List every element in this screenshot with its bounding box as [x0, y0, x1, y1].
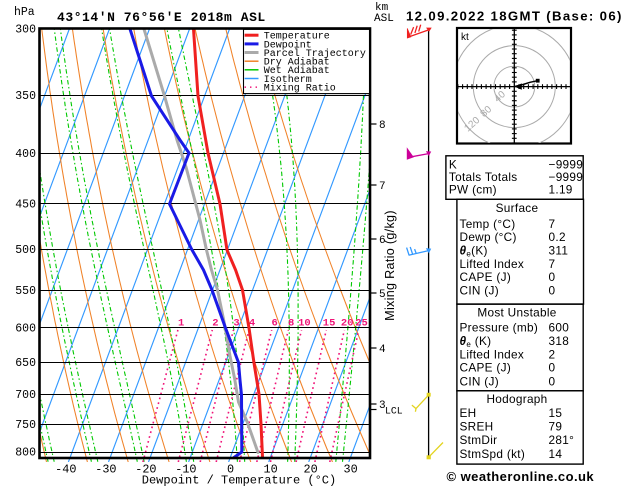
svg-text:−9999: −9999	[549, 158, 584, 172]
svg-text:600: 600	[549, 320, 570, 334]
svg-text:311: 311	[549, 244, 569, 258]
svg-text:0: 0	[227, 463, 234, 477]
svg-text:Lifted Index: Lifted Index	[460, 257, 525, 271]
svg-text:500: 500	[15, 244, 36, 257]
svg-text:20: 20	[304, 463, 318, 477]
svg-text:300: 300	[15, 24, 36, 37]
svg-text:800: 800	[15, 447, 36, 460]
svg-text:700: 700	[15, 389, 36, 402]
svg-text:Mixing Ratio (g/kg): Mixing Ratio (g/kg)	[383, 210, 397, 321]
svg-text:4: 4	[379, 344, 386, 356]
svg-text:15: 15	[549, 406, 563, 420]
svg-text:7: 7	[549, 217, 556, 231]
svg-text:4: 4	[249, 318, 255, 330]
svg-text:CAPE (J): CAPE (J)	[460, 361, 512, 375]
svg-text:650: 650	[15, 357, 36, 370]
svg-text:km: km	[375, 2, 389, 14]
svg-text:1.19: 1.19	[549, 182, 573, 196]
svg-text:hPa: hPa	[14, 6, 35, 19]
svg-text:12.09.2022 18GMT (Base: 06): 12.09.2022 18GMT (Base: 06)	[406, 9, 623, 24]
svg-text:0: 0	[549, 270, 556, 284]
svg-text:CAPE (J): CAPE (J)	[460, 270, 512, 284]
svg-text:-10: -10	[175, 463, 196, 477]
svg-text:Pressure (mb): Pressure (mb)	[460, 320, 539, 334]
svg-text:Dewpoint / Temperature (°C): Dewpoint / Temperature (°C)	[142, 474, 336, 487]
svg-text:Temperature: Temperature	[264, 32, 330, 43]
svg-text:EH: EH	[460, 406, 477, 420]
svg-text:Lifted Index: Lifted Index	[460, 347, 525, 361]
svg-text:Dewp (°C): Dewp (°C)	[460, 230, 517, 244]
svg-text:281°: 281°	[549, 433, 575, 447]
svg-text:Totals Totals: Totals Totals	[449, 170, 518, 184]
svg-text:θe(K): θe(K)	[460, 244, 488, 259]
svg-text:550: 550	[15, 285, 36, 298]
svg-text:0.2: 0.2	[549, 230, 566, 244]
svg-text:750: 750	[15, 419, 36, 432]
svg-text:5: 5	[379, 289, 386, 301]
svg-text:8: 8	[288, 318, 294, 330]
svg-text:2: 2	[212, 318, 218, 330]
svg-text:StmSpd (kt): StmSpd (kt)	[460, 447, 526, 461]
svg-text:© weatheronline.co.uk: © weatheronline.co.uk	[447, 469, 595, 484]
svg-text:PW (cm): PW (cm)	[449, 182, 497, 196]
svg-text:7: 7	[379, 181, 386, 193]
svg-text:318: 318	[549, 334, 570, 348]
svg-text:Hodograph: Hodograph	[486, 392, 547, 406]
svg-text:-40: -40	[55, 463, 76, 477]
svg-text:6: 6	[379, 235, 386, 247]
svg-text:K: K	[449, 158, 457, 172]
svg-text:0: 0	[549, 374, 556, 388]
svg-text:Isotherm: Isotherm	[264, 74, 312, 86]
svg-text:Surface: Surface	[496, 201, 539, 215]
svg-text:LCL: LCL	[385, 406, 403, 417]
svg-text:43°14'N 76°56'E 2018m ASL: 43°14'N 76°56'E 2018m ASL	[57, 10, 266, 25]
svg-text:25: 25	[355, 318, 368, 330]
svg-text:Dry Adiabat: Dry Adiabat	[264, 57, 330, 69]
svg-text:0: 0	[549, 283, 556, 297]
svg-text:Dewpoint: Dewpoint	[264, 39, 312, 51]
svg-text:−9999: −9999	[549, 170, 584, 184]
svg-text:Temp (°C): Temp (°C)	[460, 217, 516, 231]
svg-text:-20: -20	[135, 463, 156, 477]
svg-text:10: 10	[298, 318, 311, 330]
svg-text:StmDir: StmDir	[460, 433, 498, 447]
svg-text:θe (K): θe (K)	[460, 334, 492, 349]
svg-text:15: 15	[323, 318, 336, 330]
svg-text:-30: -30	[95, 463, 116, 477]
svg-text:8: 8	[379, 120, 386, 132]
svg-text:10: 10	[264, 463, 278, 477]
svg-text:SREH: SREH	[460, 420, 494, 434]
svg-text:600: 600	[15, 323, 36, 336]
svg-text:0: 0	[549, 361, 556, 375]
svg-text:3: 3	[379, 400, 386, 412]
svg-text:79: 79	[549, 420, 563, 434]
svg-text:ASL: ASL	[374, 13, 394, 25]
svg-text:7: 7	[549, 257, 556, 271]
svg-text:20: 20	[341, 318, 354, 330]
svg-text:1: 1	[178, 318, 184, 330]
svg-text:6: 6	[271, 318, 277, 330]
svg-text:Wet Adiabat: Wet Adiabat	[264, 65, 330, 77]
svg-text:Mixing Ratio: Mixing Ratio	[264, 83, 336, 95]
svg-text:CIN (J): CIN (J)	[460, 283, 499, 297]
svg-text:30: 30	[344, 463, 358, 477]
svg-text:2: 2	[549, 347, 556, 361]
svg-text:kt: kt	[461, 32, 469, 43]
svg-text:14: 14	[549, 447, 563, 461]
svg-text:450: 450	[15, 199, 36, 212]
svg-text:Most Unstable: Most Unstable	[477, 306, 556, 320]
svg-text:3: 3	[233, 318, 239, 330]
svg-text:Parcel Trajectory: Parcel Trajectory	[264, 48, 366, 60]
svg-text:CIN (J): CIN (J)	[460, 374, 499, 388]
svg-text:350: 350	[15, 90, 36, 103]
svg-text:400: 400	[15, 148, 36, 161]
